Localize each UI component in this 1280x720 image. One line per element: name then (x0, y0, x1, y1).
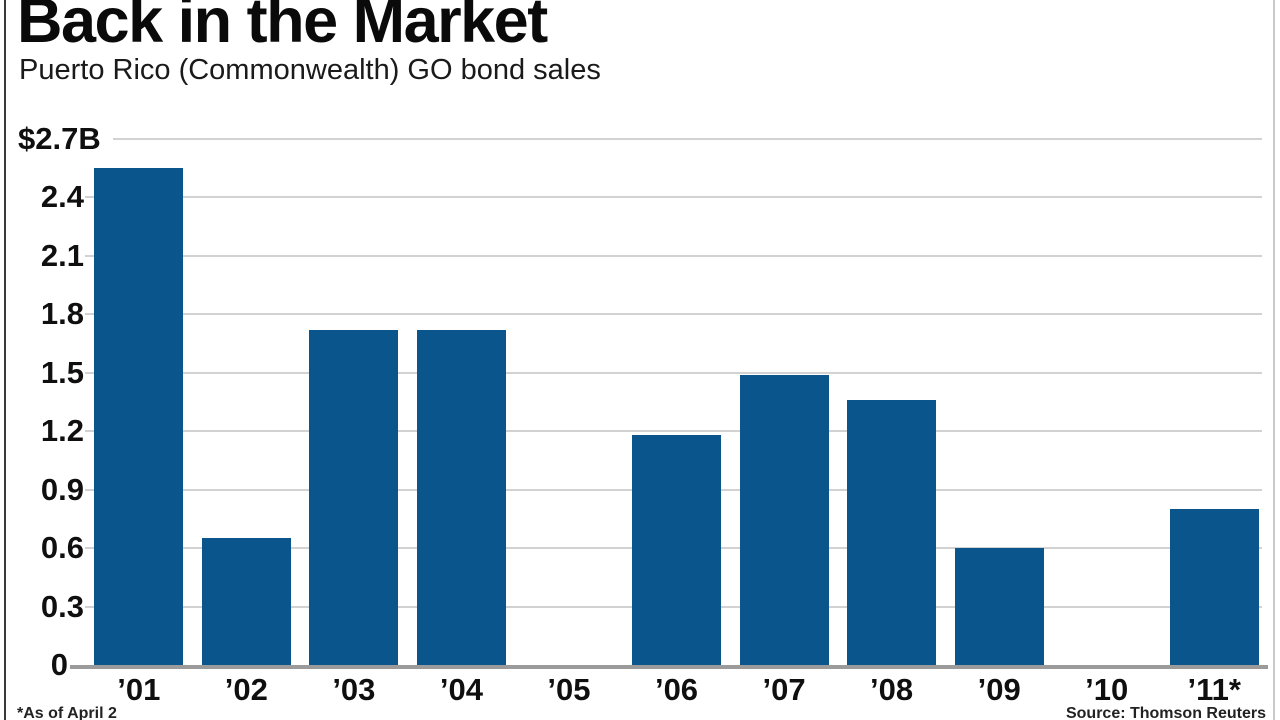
bar (94, 168, 184, 665)
x-axis-labels: ’01 ’02 ’03 ’04 ’05 ’06 ’07 ’08 ’09 ’10 ’11* (85, 672, 1268, 708)
x-tick-label: ’07 (762, 672, 806, 707)
bar-slot-05 (515, 139, 623, 665)
gridline (113, 138, 1262, 140)
bar-slot-01 (85, 139, 193, 665)
x-tick-label: ’08 (870, 672, 914, 707)
bar (632, 435, 721, 665)
source-credit: Source: Thomson Reuters (1065, 705, 1266, 720)
x-tick-label: ’03 (332, 672, 376, 707)
x-tick-label: ’11* (1187, 672, 1241, 707)
bar (847, 400, 937, 665)
bar (309, 329, 399, 665)
bar-slot-09 (945, 139, 1053, 665)
y-tick-label: 1.8 (40, 296, 84, 332)
y-tick-label: 1.5 (40, 354, 84, 390)
bar-slot-08 (838, 139, 946, 665)
y-tick-label: 2.4 (40, 179, 84, 215)
bar (739, 374, 829, 665)
y-tick-label: $2.7B (18, 121, 101, 156)
bar (201, 538, 291, 665)
x-tick-label: ’06 (654, 672, 699, 707)
bar (1169, 509, 1259, 665)
left-border-line (4, 0, 6, 720)
y-tick-label: 2.1 (40, 237, 84, 273)
bar-slot-10 (1053, 139, 1161, 665)
x-tick-label: ’10 (1085, 672, 1129, 707)
bar (416, 329, 506, 665)
y-tick-label: 0.3 (40, 588, 84, 624)
bar-slot-04 (408, 139, 516, 665)
bar-slot-07 (730, 139, 838, 665)
bar-slot-11 (1160, 139, 1268, 665)
x-tick-label: ’09 (977, 672, 1021, 707)
bar-slot-02 (193, 139, 301, 665)
x-tick-label: ’02 (224, 672, 268, 707)
y-tick-label: 0.9 (40, 471, 84, 507)
bar-slot-03 (300, 139, 408, 665)
right-border-line (1273, 0, 1275, 720)
bar (954, 548, 1044, 665)
gridline (85, 313, 1262, 316)
gridline (85, 254, 1262, 257)
chart-subtitle: Puerto Rico (Commonwealth) GO bond sales (19, 54, 601, 86)
y-tick-label: 0 (50, 647, 68, 682)
gridline (85, 196, 1262, 199)
x-tick-label: ’04 (439, 672, 483, 707)
gridline (85, 371, 1262, 374)
y-axis-labels: $2.7B 2.4 2.1 1.8 1.5 1.2 0.9 0.6 0.3 0 (0, 121, 101, 682)
chart-title: Back in the Market (17, 0, 548, 56)
y-tick-label: 0.6 (40, 530, 84, 566)
x-tick-label: ’01 (117, 672, 161, 707)
x-axis-line (70, 665, 1268, 669)
bar-slot-06 (623, 139, 731, 665)
x-tick-label: ’05 (547, 672, 591, 707)
footnote: *As of April 2 (17, 705, 117, 720)
gridline (85, 430, 1262, 433)
bars-layer (85, 139, 1268, 665)
plot-area (85, 138, 1268, 665)
y-tick-label: 1.2 (40, 413, 84, 449)
